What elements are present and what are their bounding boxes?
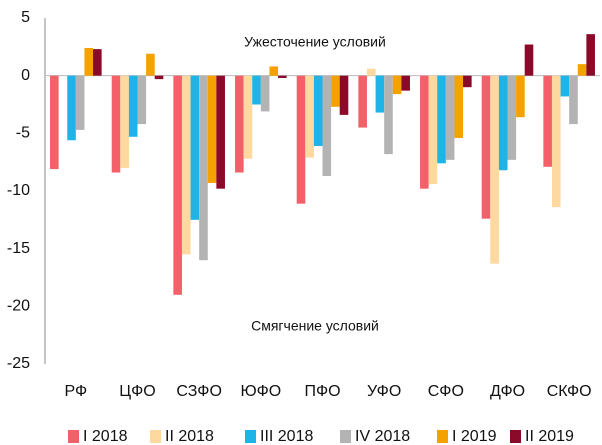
bar — [498, 75, 508, 171]
legend-label: I 2018 — [83, 428, 128, 445]
bar — [401, 75, 410, 91]
bar — [252, 75, 261, 105]
bar — [428, 75, 438, 185]
bar — [322, 75, 332, 177]
bar — [543, 75, 552, 167]
legend-swatch — [150, 430, 161, 443]
bar — [146, 53, 155, 76]
bar — [366, 68, 376, 76]
bar — [305, 75, 314, 158]
y-tick-label: 0 — [21, 67, 30, 84]
bar — [551, 75, 561, 208]
annotation: Смягчение условий — [251, 318, 379, 334]
bar — [260, 75, 270, 112]
legend-swatch — [510, 430, 521, 443]
x-tick-label: ПФО — [304, 383, 340, 400]
bar — [577, 64, 587, 76]
bar — [199, 75, 208, 261]
bar — [50, 75, 59, 170]
x-tick-label: ДФО — [490, 383, 525, 400]
x-tick-label: СЗФО — [176, 383, 221, 400]
x-tick-label: УФО — [367, 383, 401, 400]
x-tick-label: РФ — [65, 383, 88, 400]
bar — [524, 44, 534, 76]
x-tick-label: СФО — [428, 383, 464, 400]
bar — [331, 75, 340, 107]
bar — [269, 66, 279, 76]
bar — [216, 75, 225, 189]
bar — [420, 75, 429, 189]
legend-swatch — [437, 430, 448, 443]
bar — [507, 75, 517, 160]
bar — [437, 75, 446, 164]
y-tick-label: -20 — [7, 298, 30, 315]
legend-label: II 2018 — [165, 428, 214, 445]
y-tick-label: -5 — [16, 125, 30, 142]
y-tick-label: -25 — [7, 355, 30, 372]
bar — [173, 75, 182, 295]
bar — [358, 75, 367, 128]
legend-label: II 2019 — [525, 428, 574, 445]
bar — [137, 75, 147, 125]
bar — [111, 75, 121, 173]
x-tick-label: ЦФО — [119, 383, 155, 400]
bar — [375, 75, 385, 113]
bar — [313, 75, 323, 147]
bar — [454, 75, 464, 138]
y-tick-label: 5 — [21, 9, 30, 26]
y-tick-label: -10 — [7, 182, 30, 199]
bar — [93, 49, 102, 76]
legend-label: I 2019 — [452, 428, 497, 445]
x-tick-label: СКФО — [547, 383, 592, 400]
bar — [569, 75, 578, 125]
x-tick-label: ЮФО — [240, 383, 281, 400]
bar — [463, 75, 472, 88]
bar — [296, 75, 306, 204]
bar — [128, 75, 138, 137]
bar — [243, 75, 253, 159]
bar — [278, 75, 287, 78]
bar — [481, 75, 491, 219]
bar — [384, 75, 393, 155]
bar — [560, 75, 570, 97]
legend-label: IV 2018 — [355, 428, 410, 445]
bar — [516, 75, 525, 118]
bar — [154, 75, 164, 80]
bar — [490, 75, 499, 264]
bar — [67, 75, 76, 141]
legend-swatch — [340, 430, 351, 443]
bar — [235, 75, 244, 173]
y-tick-label: -15 — [7, 240, 30, 257]
bar — [75, 75, 85, 130]
legend-swatch — [68, 430, 79, 443]
bar — [445, 75, 455, 160]
bar — [207, 75, 217, 183]
legend-label: III 2018 — [260, 428, 313, 445]
bar — [181, 75, 191, 255]
bar — [84, 47, 94, 76]
bar — [586, 34, 595, 76]
bar — [190, 75, 200, 220]
bar — [120, 75, 129, 168]
bar — [339, 75, 349, 115]
bar — [392, 75, 402, 95]
legend-swatch — [245, 430, 256, 443]
annotation: Ужесточение условий — [244, 34, 386, 50]
